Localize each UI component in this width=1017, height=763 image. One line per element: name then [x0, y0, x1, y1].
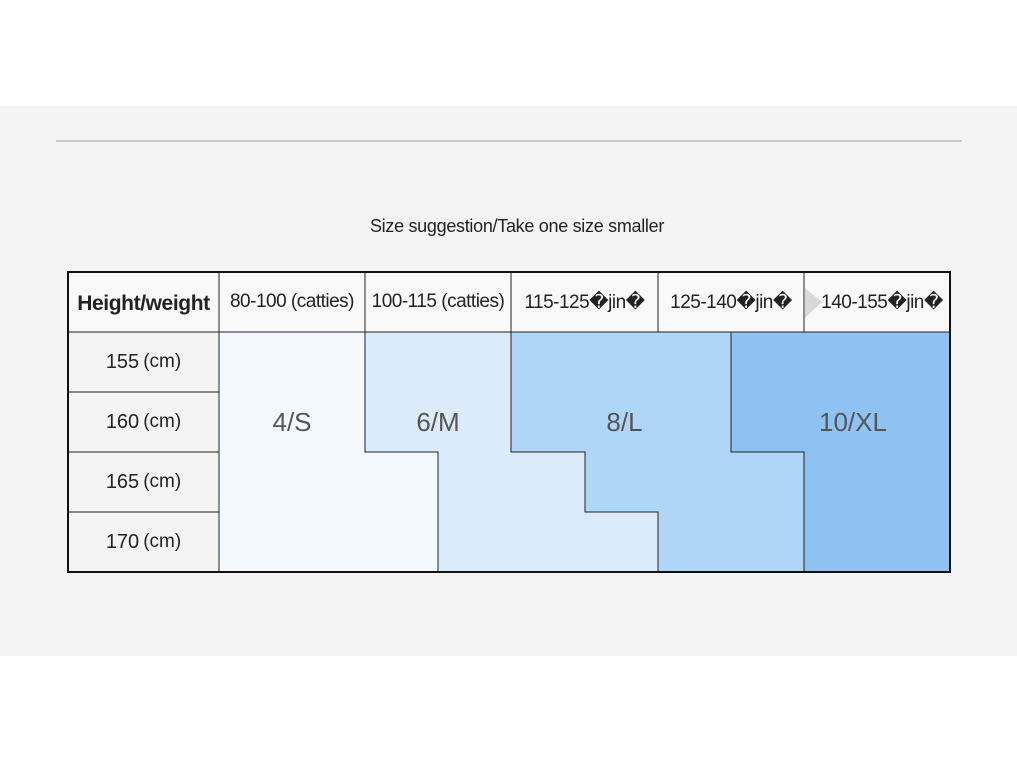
size-region-10xl [731, 332, 950, 572]
corner-header: Height/weight [77, 292, 210, 315]
height-value: 170 [105, 530, 140, 553]
weight-header-5: 140-155�jin� [821, 291, 943, 313]
chart-title: Size suggestion/Take one size smaller [369, 216, 665, 236]
size-label-4s: 4/S [272, 406, 312, 437]
height-unit: (cm) [143, 471, 182, 492]
size-label-8l: 8/L [606, 406, 643, 437]
height-unit: (cm) [143, 351, 182, 372]
size-label-10xl: 10/XL [819, 406, 887, 437]
size-label-6m: 6/M [416, 406, 460, 437]
height-row-155: 155 (cm) [68, 332, 219, 392]
table-border [67, 271, 951, 573]
height-unit: (cm) [143, 411, 182, 432]
height-row-170: 170 (cm) [68, 512, 219, 572]
region-borders [364, 332, 805, 572]
height-row-165: 165 (cm) [68, 452, 219, 512]
weight-header-3: 115-125�jin� [524, 291, 645, 313]
height-value: 155 [105, 350, 140, 373]
weight-header-4: 125-140�jin� [670, 291, 792, 313]
height-value: 165 [105, 470, 140, 493]
divider-line [56, 140, 962, 142]
height-row-160: 160 (cm) [68, 392, 219, 452]
header-row [68, 272, 950, 332]
height-unit: (cm) [143, 531, 182, 552]
size-region-4s [219, 332, 438, 572]
arrow-marker [805, 288, 822, 318]
weight-header-1: 80-100 (catties) [229, 291, 355, 312]
header-separators [68, 272, 950, 572]
height-value: 160 [105, 410, 140, 433]
weight-header-2: 100-115 (catties) [371, 291, 505, 312]
